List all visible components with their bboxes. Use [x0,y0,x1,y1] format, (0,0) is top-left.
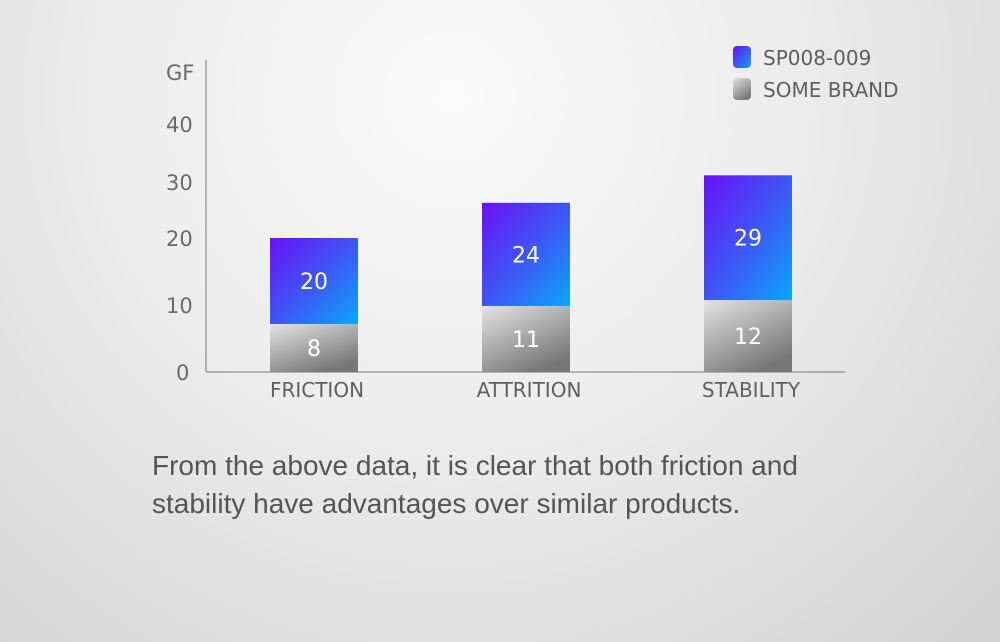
legend-label-sp008: SP008-009 [763,46,871,70]
legend-swatch-sp008 [733,46,751,68]
y-tick: 40 [166,113,193,137]
bar-sp008-009 [482,202,570,306]
x-tick-label: FRICTION [270,378,364,402]
legend-label-some-brand: SOME BRAND [763,78,899,102]
data-label-some-brand: 11 [512,328,540,353]
y-tick: 30 [166,171,193,195]
data-label-some-brand: 12 [734,325,762,350]
bar-sp008-009 [270,238,358,324]
bar-sp008-009 [704,175,792,300]
y-tick: 10 [166,294,193,318]
data-label-sp008-009: 24 [512,243,540,268]
bar-some-brand [482,306,570,372]
x-tick-label: STABILITY [702,378,801,402]
legend-swatch-some-brand [733,78,751,100]
caption-text: From the above data, it is clear that bo… [152,450,798,519]
y-tick: 0 [176,361,189,385]
y-axis-label: GF [166,61,194,85]
bar-some-brand [270,324,358,372]
bar-some-brand [704,300,792,372]
y-tick: 20 [166,227,193,251]
data-label-sp008-009: 20 [300,270,328,295]
data-label-some-brand: 8 [307,337,321,362]
data-label-sp008-009: 29 [734,227,762,252]
x-tick-label: ATTRITION [477,378,582,402]
